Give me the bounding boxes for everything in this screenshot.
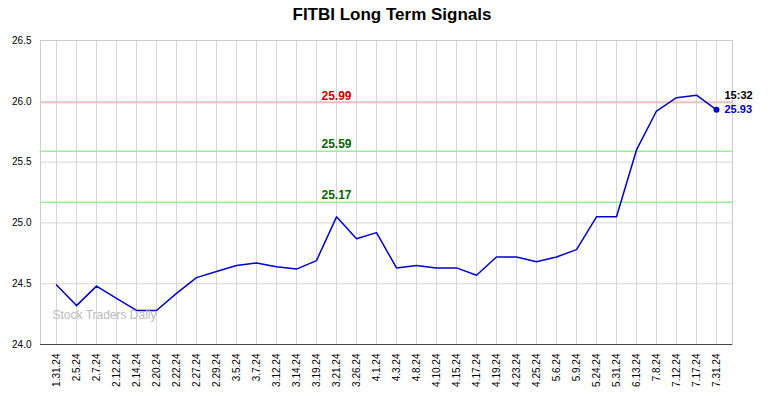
svg-text:25.5: 25.5 xyxy=(12,156,32,167)
svg-text:4.1.24: 4.1.24 xyxy=(371,353,382,381)
svg-text:3.12.24: 3.12.24 xyxy=(271,353,282,387)
svg-text:2.20.24: 2.20.24 xyxy=(151,353,162,387)
svg-text:25.99: 25.99 xyxy=(321,89,351,103)
svg-text:7.12.24: 7.12.24 xyxy=(671,353,682,387)
svg-text:25.93: 25.93 xyxy=(725,103,753,115)
svg-text:4.10.24: 4.10.24 xyxy=(431,353,442,387)
svg-text:5.31.24: 5.31.24 xyxy=(611,353,622,387)
svg-text:4.23.24: 4.23.24 xyxy=(511,353,522,387)
svg-text:2.14.24: 2.14.24 xyxy=(131,353,142,387)
svg-text:3.7.24: 3.7.24 xyxy=(251,353,262,381)
svg-text:15:32: 15:32 xyxy=(725,89,753,101)
svg-text:7.17.24: 7.17.24 xyxy=(691,353,702,387)
svg-text:26.0: 26.0 xyxy=(12,96,32,107)
svg-text:26.5: 26.5 xyxy=(12,35,32,46)
svg-text:2.22.24: 2.22.24 xyxy=(171,353,182,387)
svg-text:6.13.24: 6.13.24 xyxy=(631,353,642,387)
svg-text:3.19.24: 3.19.24 xyxy=(311,353,322,387)
svg-text:2.12.24: 2.12.24 xyxy=(111,353,122,387)
svg-text:3.14.24: 3.14.24 xyxy=(291,353,302,387)
svg-text:1.31.24: 1.31.24 xyxy=(51,353,62,387)
svg-text:24.5: 24.5 xyxy=(12,278,32,289)
html-text:FITBI Long Term Signals: FITBI Long Term Signals xyxy=(292,5,492,24)
svg-text:4.17.24: 4.17.24 xyxy=(471,353,482,387)
svg-text:7.8.24: 7.8.24 xyxy=(651,353,662,381)
svg-text:2.7.24: 2.7.24 xyxy=(91,353,102,381)
svg-text:Stock Traders Daily: Stock Traders Daily xyxy=(53,308,157,322)
svg-text:7.31.24: 7.31.24 xyxy=(711,353,722,387)
svg-text:5.9.24: 5.9.24 xyxy=(571,353,582,381)
svg-text:5.24.24: 5.24.24 xyxy=(591,353,602,387)
svg-text:4.8.24: 4.8.24 xyxy=(411,353,422,381)
svg-text:4.25.24: 4.25.24 xyxy=(531,353,542,387)
svg-text:4.19.24: 4.19.24 xyxy=(491,353,502,387)
svg-text:3.21.24: 3.21.24 xyxy=(331,353,342,387)
svg-text:25.17: 25.17 xyxy=(321,188,351,202)
svg-text:25.0: 25.0 xyxy=(12,217,32,228)
svg-text:25.59: 25.59 xyxy=(321,137,351,151)
svg-text:2.27.24: 2.27.24 xyxy=(191,353,202,387)
svg-text:2.5.24: 2.5.24 xyxy=(71,353,82,381)
svg-text:5.6.24: 5.6.24 xyxy=(551,353,562,381)
svg-text:4.15.24: 4.15.24 xyxy=(451,353,462,387)
svg-text:4.3.24: 4.3.24 xyxy=(391,353,402,381)
svg-text:2.29.24: 2.29.24 xyxy=(211,353,222,387)
svg-text:24.0: 24.0 xyxy=(12,339,32,350)
svg-text:3.26.24: 3.26.24 xyxy=(351,353,362,387)
svg-text:3.5.24: 3.5.24 xyxy=(231,353,242,381)
